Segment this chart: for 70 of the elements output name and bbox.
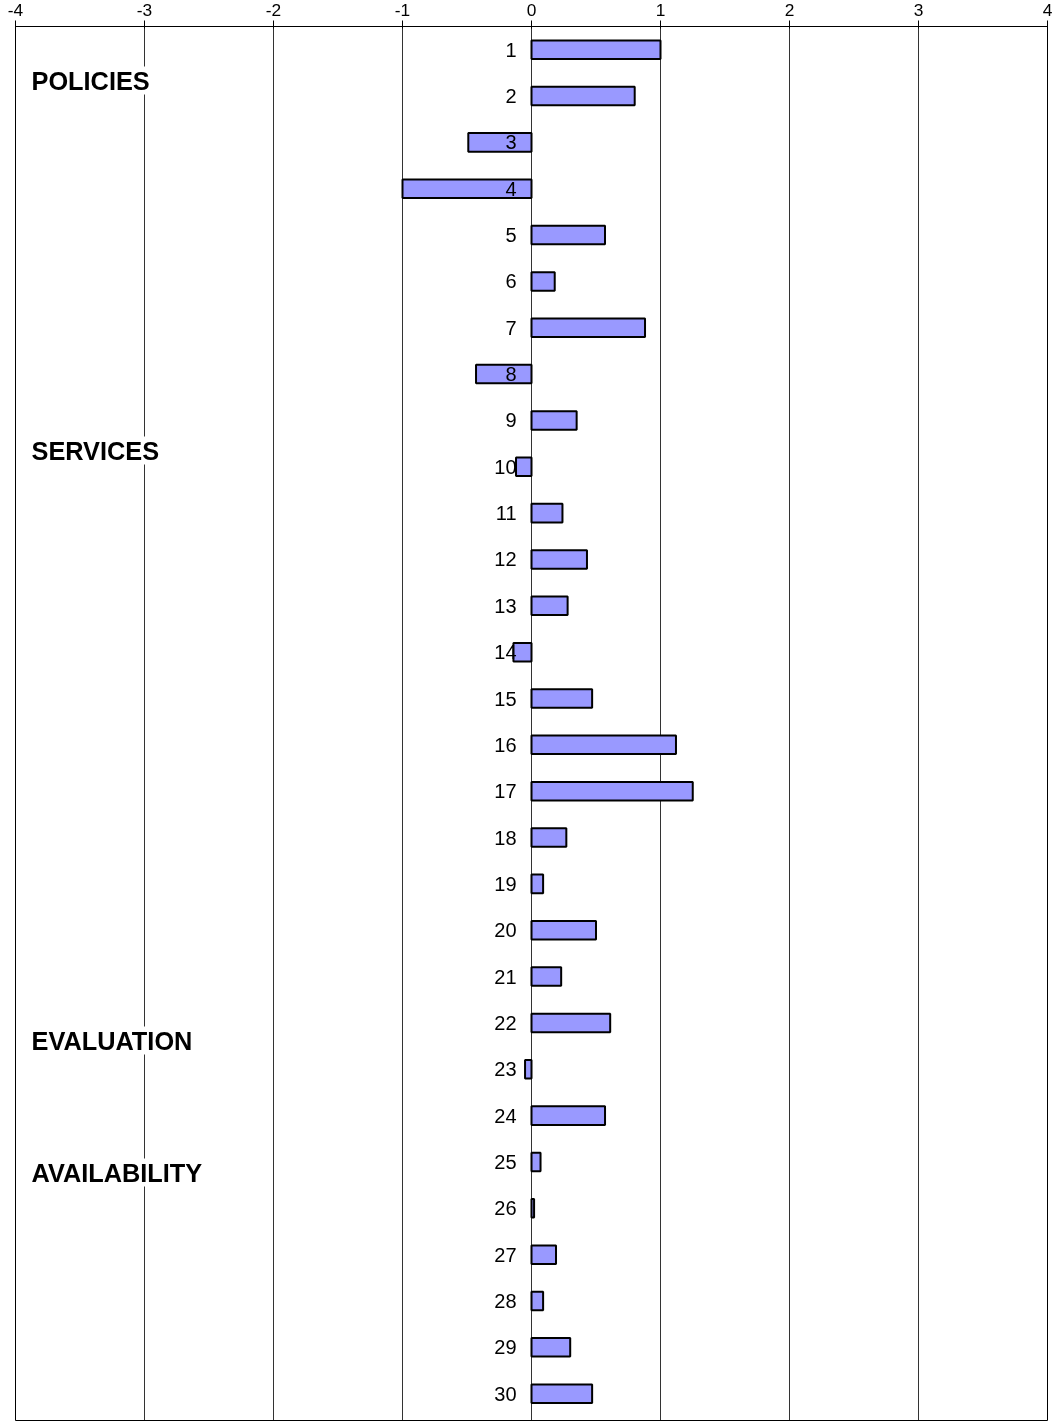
bar <box>530 1012 612 1034</box>
annotation: SERVICES <box>31 436 160 465</box>
bar <box>530 549 588 570</box>
bar <box>530 1105 607 1126</box>
y-tick-label: 21 <box>494 965 517 988</box>
annotation: POLICIES <box>31 66 150 95</box>
x-tick-label: 3 <box>913 0 924 20</box>
y-tick-label: 22 <box>494 1011 517 1034</box>
bar <box>401 178 533 199</box>
annotation: EVALUATION <box>31 1026 193 1055</box>
y-tick-label: 8 <box>505 363 517 386</box>
y-tick-label: 25 <box>494 1150 517 1173</box>
y-tick-label: 6 <box>505 270 517 293</box>
y-tick-label: 29 <box>494 1336 517 1359</box>
bar <box>530 966 563 987</box>
y-tick-label: 4 <box>505 177 517 200</box>
y-tick-label: 15 <box>494 687 517 710</box>
y-tick-label: 18 <box>494 826 517 849</box>
bar <box>467 132 533 153</box>
y-tick-label: 26 <box>494 1197 517 1220</box>
bar <box>530 873 545 895</box>
y-tick-label: 16 <box>494 733 517 756</box>
x-tick-label: 0 <box>526 0 537 20</box>
y-tick-label: 30 <box>494 1382 517 1405</box>
y-tick-label: 27 <box>494 1243 517 1266</box>
bar <box>530 1383 594 1404</box>
bar <box>530 1244 558 1265</box>
bar <box>530 317 647 339</box>
annotation: AVAILABILITY <box>31 1158 203 1187</box>
y-tick-label: 20 <box>494 919 517 942</box>
bar <box>475 363 533 385</box>
y-tick-label: 17 <box>494 780 517 803</box>
bar <box>530 410 578 431</box>
x-tick-label: 2 <box>784 0 795 20</box>
y-tick-label: 1 <box>505 38 517 61</box>
bar <box>530 1290 545 1312</box>
bar <box>530 271 556 292</box>
y-tick-label: 7 <box>505 316 517 339</box>
x-tick-label: -2 <box>265 0 282 20</box>
bar <box>530 734 677 756</box>
y-tick-label: 23 <box>494 1058 517 1081</box>
y-tick-label: 13 <box>494 594 517 617</box>
bar <box>530 827 568 848</box>
bar <box>530 224 607 246</box>
bar <box>530 688 594 709</box>
bar <box>530 1151 542 1173</box>
bar <box>530 1337 572 1358</box>
y-tick-label: 9 <box>505 409 517 432</box>
x-tick-label: -3 <box>136 0 153 20</box>
y-tick-label: 24 <box>494 1104 517 1127</box>
bar <box>530 502 564 524</box>
x-tick-label: -1 <box>394 0 411 20</box>
bar <box>524 1059 533 1080</box>
x-tick-label: 4 <box>1042 0 1053 20</box>
y-tick-label: 19 <box>494 872 517 895</box>
x-tick-label: 1 <box>655 0 666 20</box>
bar <box>530 39 662 60</box>
y-tick-label: 28 <box>494 1290 517 1312</box>
y-tick-label: 5 <box>505 224 517 247</box>
bar <box>530 85 636 107</box>
bar <box>530 919 597 941</box>
y-tick-label: 11 <box>495 502 517 525</box>
bar <box>530 780 694 802</box>
y-tick-label: 12 <box>494 548 517 571</box>
bar <box>515 456 533 478</box>
y-tick-label: 3 <box>505 131 517 154</box>
x-tick-label: -4 <box>7 0 24 20</box>
bar <box>530 1198 536 1219</box>
bar <box>530 595 569 617</box>
y-tick-label: 2 <box>505 85 517 108</box>
